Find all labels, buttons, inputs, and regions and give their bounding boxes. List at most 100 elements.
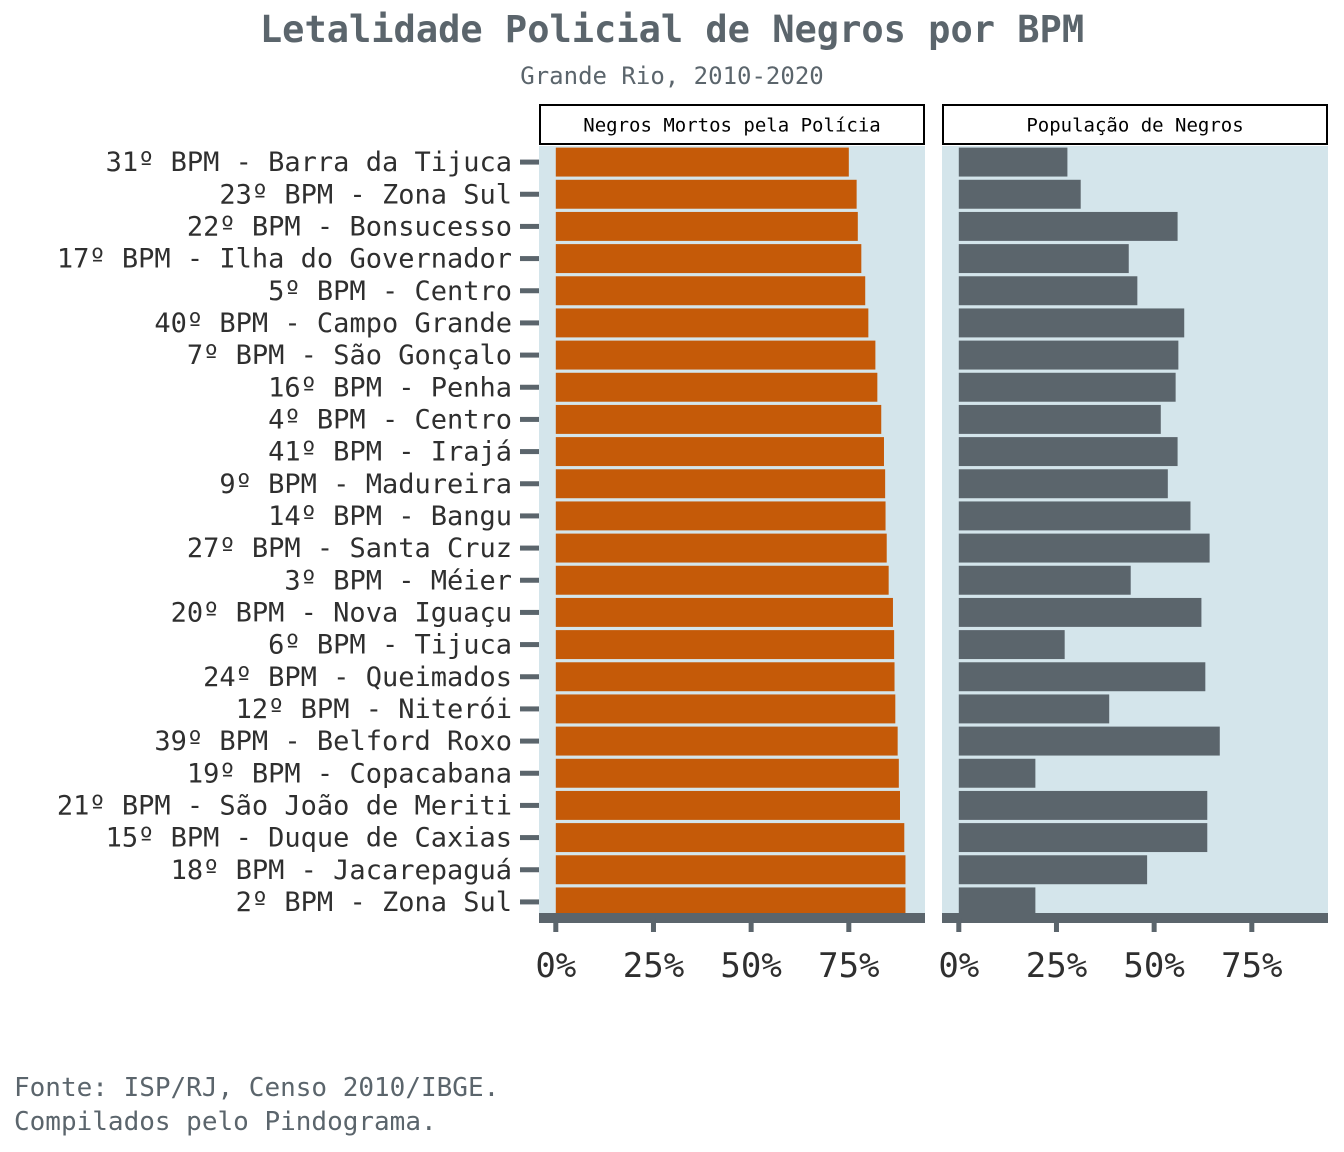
y-tick-label: 12º BPM - Niterói <box>236 694 512 725</box>
x-tick-label: 0% <box>938 946 979 986</box>
y-tick-label: 31º BPM - Barra da Tijuca <box>106 147 512 178</box>
y-tick-label: 21º BPM - São João de Meriti <box>57 790 512 821</box>
bar <box>555 630 895 660</box>
y-tick <box>520 256 539 262</box>
bar <box>958 630 1065 660</box>
y-tick <box>520 899 539 905</box>
bar <box>958 726 1220 756</box>
y-tick <box>520 609 539 615</box>
y-tick <box>520 191 539 197</box>
bar <box>555 823 905 853</box>
bar <box>555 308 869 338</box>
y-tick-label: 18º BPM - Jacarepaguá <box>171 855 512 886</box>
bar <box>555 179 857 209</box>
y-tick-label: 15º BPM - Duque de Caxias <box>106 823 512 854</box>
bar <box>958 404 1161 434</box>
bar <box>555 758 899 788</box>
bar <box>958 790 1208 820</box>
y-tick <box>520 642 539 648</box>
y-tick <box>520 288 539 294</box>
bar <box>555 437 884 467</box>
bar <box>958 597 1202 627</box>
bar <box>555 211 858 241</box>
x-tick <box>1053 918 1059 932</box>
bar <box>958 887 1036 917</box>
y-tick <box>520 352 539 358</box>
y-tick-label: 14º BPM - Bangu <box>268 501 512 532</box>
y-tick-label: 22º BPM - Bonsucesso <box>187 211 512 242</box>
y-tick <box>520 159 539 165</box>
x-tick <box>846 918 852 932</box>
bar <box>555 372 878 402</box>
bar <box>958 694 1110 724</box>
y-tick-label: 6º BPM - Tijuca <box>268 630 512 661</box>
bar <box>958 758 1036 788</box>
y-tick-label: 19º BPM - Copacabana <box>187 758 512 789</box>
caption-line-1: Fonte: ISP/RJ, Censo 2010/IBGE. <box>14 1073 499 1103</box>
bar <box>555 855 906 885</box>
y-tick-label: 24º BPM - Queimados <box>203 662 512 693</box>
x-tick-label: 50% <box>1123 946 1184 986</box>
bar <box>958 308 1185 338</box>
bar <box>555 565 889 595</box>
y-tick-label: 23º BPM - Zona Sul <box>219 179 512 210</box>
bar <box>958 147 1068 177</box>
y-tick <box>520 384 539 390</box>
bar <box>958 662 1206 692</box>
x-tick <box>1151 918 1157 932</box>
y-tick-label: 4º BPM - Centro <box>268 404 512 435</box>
y-tick <box>520 416 539 422</box>
y-tick <box>520 770 539 776</box>
y-tick-label: 41º BPM - Irajá <box>268 437 512 468</box>
bar <box>958 179 1081 209</box>
x-tick <box>956 918 962 932</box>
bar <box>555 662 895 692</box>
caption-line-2: Compilados pelo Pindograma. <box>14 1107 437 1137</box>
x-tick <box>553 918 559 932</box>
y-tick-label: 16º BPM - Penha <box>268 372 512 403</box>
panel-background <box>539 146 925 918</box>
panel-2: População de Negros 0% 25% 50% 75% <box>938 104 1328 986</box>
x-tick-label: 0% <box>535 946 576 986</box>
bar <box>555 887 906 917</box>
chart-subtitle: Grande Rio, 2010-2020 <box>520 62 823 90</box>
bar <box>958 340 1179 370</box>
bar <box>958 855 1148 885</box>
bar <box>958 276 1138 306</box>
strip-label: População de Negros <box>1026 115 1243 137</box>
y-tick <box>520 577 539 583</box>
bar <box>958 533 1210 563</box>
bar <box>555 726 898 756</box>
y-tick <box>520 545 539 551</box>
y-tick <box>520 706 539 712</box>
x-tick <box>650 918 656 932</box>
bar <box>958 501 1191 531</box>
y-tick <box>520 449 539 455</box>
x-tick <box>1249 918 1255 932</box>
bar <box>555 404 882 434</box>
panel-1: Negros Mortos pela Polícia 0% 25% 50% 75% <box>535 104 925 986</box>
bar <box>555 147 849 177</box>
bar <box>555 597 893 627</box>
y-tick-label: 9º BPM - Madureira <box>219 469 512 500</box>
bar <box>958 372 1176 402</box>
y-tick <box>520 802 539 808</box>
x-tick-label: 50% <box>720 946 781 986</box>
bar <box>555 501 886 531</box>
bar <box>958 244 1129 274</box>
bar <box>958 469 1168 499</box>
y-tick <box>520 867 539 873</box>
y-tick-label: 40º BPM - Campo Grande <box>154 308 512 339</box>
bar <box>958 437 1178 467</box>
y-tick-label: 3º BPM - Méier <box>284 565 512 596</box>
bar <box>555 469 886 499</box>
bar <box>555 340 876 370</box>
y-tick <box>520 481 539 487</box>
bar <box>958 823 1208 853</box>
x-tick-label: 25% <box>623 946 684 986</box>
x-tick <box>748 918 754 932</box>
chart-title: Letalidade Policial de Negros por BPM <box>260 8 1084 51</box>
